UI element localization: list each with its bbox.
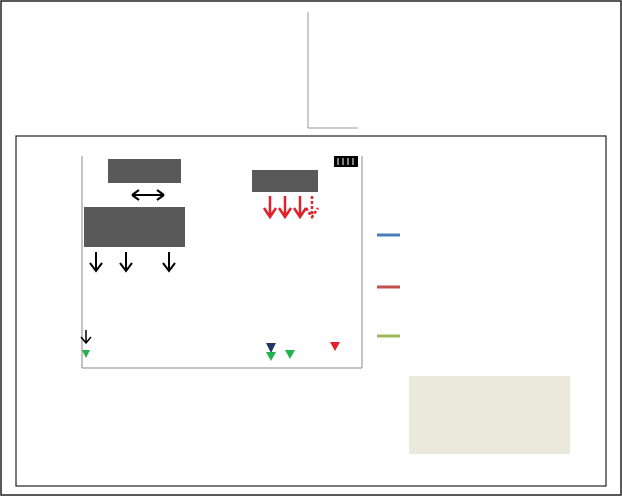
marker-electrocardiogram	[82, 350, 90, 358]
nivolumab-arrows	[262, 196, 320, 220]
chemo-dose-arrow	[162, 252, 176, 273]
gamma-globulin-doses	[337, 158, 354, 165]
steroid-inset-chart	[307, 12, 358, 129]
marker-bone-marrow	[330, 342, 340, 351]
chemo-dose-arrow	[89, 252, 103, 273]
chemo-box	[84, 207, 185, 247]
marker-electrocardiogram	[266, 352, 276, 361]
marker-fdg-pet	[266, 343, 276, 353]
chemo-dose-arrow	[119, 252, 133, 273]
test-markers	[82, 342, 340, 361]
chemo-arrows	[89, 252, 176, 273]
gamma-globulin-bar	[334, 156, 358, 167]
series-legend	[377, 233, 400, 338]
nivolumab-box	[252, 170, 318, 192]
nivolumab-dose-arrow	[262, 196, 278, 220]
nivolumab-dose-arrow	[292, 196, 308, 220]
radiation-arrow-heads	[131, 189, 165, 201]
nivolumab-dose-arrow-dashed	[304, 196, 320, 220]
test-legend-box	[409, 376, 570, 454]
nivolumab-dose-arrow	[277, 196, 293, 220]
marker-electrocardiogram	[285, 350, 295, 359]
radiation-box	[108, 159, 181, 183]
biopsy-arrow	[80, 330, 92, 345]
